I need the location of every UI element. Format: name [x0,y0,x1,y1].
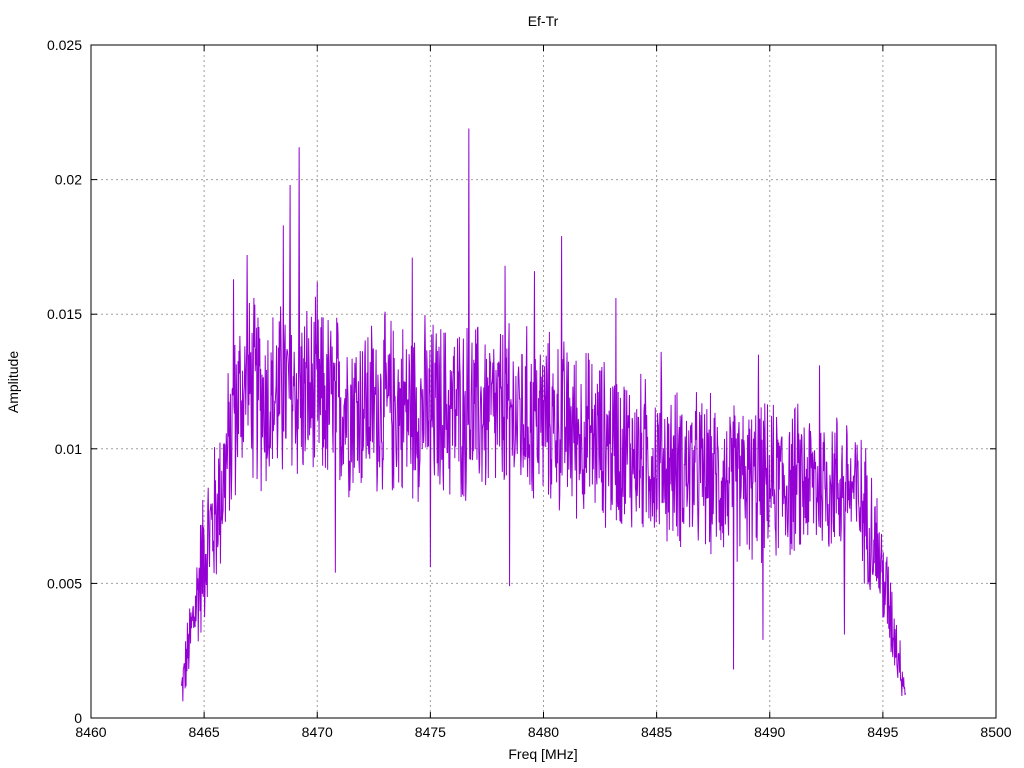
x-tick-label: 8460 [75,724,106,740]
y-tick-label: 0.005 [47,575,82,591]
x-tick-label: 8500 [980,724,1011,740]
x-tick-label: 8480 [528,724,559,740]
plot-area [181,128,906,702]
y-tick-label: 0 [74,710,82,726]
x-tick-label: 8470 [302,724,333,740]
x-tick-label: 8485 [641,724,672,740]
y-tick-label: 0.02 [55,172,82,188]
x-tick-label: 8495 [867,724,898,740]
x-tick-label: 8475 [415,724,446,740]
y-tick-label: 0.015 [47,306,82,322]
x-tick-label: 8465 [189,724,220,740]
y-tick-label: 0.025 [47,37,82,53]
x-axis-label: Freq [MHz] [508,746,577,762]
x-tick-label: 8490 [754,724,785,740]
axis-ticks: 8460 8465 8470 8475 8480 8485 8490 8495 8500 0 0.0… [47,37,1012,740]
y-axis-label: Amplitude [5,351,21,413]
amplitude-series-line [181,128,906,702]
y-tick-label: 0.01 [55,441,82,457]
grid [91,45,996,718]
chart-title: Ef-Tr [528,13,559,29]
